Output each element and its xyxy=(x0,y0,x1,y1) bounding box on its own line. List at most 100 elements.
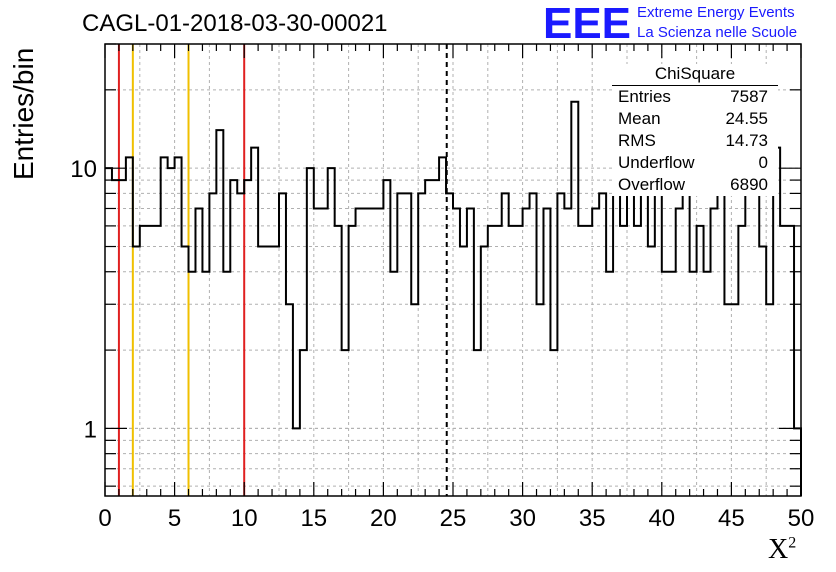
stats-row-overflow: Overflow 6890 xyxy=(612,174,778,196)
histogram-bin xyxy=(648,247,655,496)
histogram-bin xyxy=(175,157,182,496)
histogram-bin xyxy=(592,208,599,496)
histogram-bin xyxy=(585,226,592,496)
histogram-bin xyxy=(641,193,648,496)
histogram-bin xyxy=(613,168,620,496)
histogram-bin xyxy=(182,247,189,496)
histogram-bin xyxy=(140,226,147,496)
histogram-bin xyxy=(773,148,780,496)
histogram-bin xyxy=(376,208,383,496)
histogram-bin xyxy=(516,226,523,496)
x-tick-label: 25 xyxy=(440,505,467,532)
stats-value: 0 xyxy=(758,153,768,172)
x-tick-label: 0 xyxy=(98,505,111,532)
histogram-bin xyxy=(620,226,627,496)
histogram-bin xyxy=(474,350,481,496)
histogram-bin xyxy=(411,304,418,496)
logo-line1: Extreme Energy Events xyxy=(637,4,795,21)
histogram-bin xyxy=(676,208,683,496)
histogram-bin xyxy=(467,208,474,496)
histogram-bin xyxy=(286,304,293,496)
histogram-bin xyxy=(509,226,516,496)
x-tick-label: 30 xyxy=(509,505,536,532)
histogram-bin xyxy=(669,272,676,496)
stats-label: Entries xyxy=(618,87,671,106)
histogram-bin xyxy=(328,168,335,496)
histogram-bin xyxy=(550,350,557,496)
y-tick-label: 1 xyxy=(84,416,97,443)
logo-line2: La Scienza nelle Scuole xyxy=(637,24,798,41)
stats-label: RMS xyxy=(618,131,656,150)
stats-row-underflow: Underflow 0 xyxy=(612,152,778,174)
histogram-bin xyxy=(530,193,537,496)
histogram-bin xyxy=(321,208,328,496)
histogram-bin xyxy=(606,272,613,496)
histogram-bin xyxy=(154,226,161,496)
stats-value: 14.73 xyxy=(725,131,768,150)
histogram-bin xyxy=(112,180,119,496)
histogram-bin xyxy=(543,208,550,496)
histogram-bin xyxy=(342,350,349,496)
histogram-bin xyxy=(168,168,175,496)
x-tick-label: 20 xyxy=(370,505,397,532)
histogram-bin xyxy=(349,226,356,496)
histogram-bin xyxy=(731,304,738,496)
x-axis-label-text: X xyxy=(768,534,789,565)
histogram-bin xyxy=(724,304,731,496)
histogram-bin xyxy=(383,180,390,496)
x-tick-label: 10 xyxy=(231,505,258,532)
tick-labels: 0 5 10 15 20 25 30 35 40 45 50 1 10 xyxy=(70,156,814,532)
histogram-bin xyxy=(307,168,314,496)
y-tick-label: 10 xyxy=(70,156,97,183)
histogram-bin xyxy=(119,180,126,496)
stats-row-rms: RMS 14.73 xyxy=(612,130,778,152)
histogram-bin xyxy=(209,193,216,496)
histogram-bin xyxy=(293,428,300,496)
eee-logo-text: EEE xyxy=(543,2,631,42)
stats-value: 7587 xyxy=(730,87,768,106)
eee-logo: EEE xyxy=(543,2,631,42)
histogram-bin xyxy=(105,168,112,496)
histogram-bin xyxy=(717,180,724,496)
y-axis-label: Entries/bin xyxy=(8,47,39,180)
stats-row-entries: Entries 7587 xyxy=(612,86,778,108)
histogram-bin xyxy=(704,272,711,496)
histogram-bin xyxy=(147,226,154,496)
histogram-bin xyxy=(502,193,509,496)
histogram-bin xyxy=(258,247,265,496)
histogram-bin xyxy=(759,247,766,496)
histogram-bin xyxy=(335,226,342,496)
histogram-bin xyxy=(683,157,690,496)
histogram-bin xyxy=(230,180,237,496)
stats-value: 6890 xyxy=(730,175,768,194)
histogram-bin xyxy=(216,130,223,496)
x-axis-label-superscript: 2 xyxy=(788,534,797,552)
histogram-bin xyxy=(780,226,787,496)
histogram-bin xyxy=(446,193,453,496)
histogram-bin xyxy=(460,247,467,496)
histogram-bin xyxy=(752,193,759,496)
axes xyxy=(104,43,802,497)
histogram-bin xyxy=(251,148,258,496)
histogram-bin xyxy=(557,193,564,496)
histogram-bin xyxy=(432,180,439,496)
x-tick-label: 50 xyxy=(788,505,815,532)
stats-label: Mean xyxy=(618,109,661,128)
histogram-bin xyxy=(363,208,370,496)
histogram-bin xyxy=(745,193,752,496)
histogram-bin xyxy=(655,193,662,496)
stats-label: Overflow xyxy=(618,175,686,194)
histogram-bin xyxy=(634,226,641,496)
histogram-bin xyxy=(404,193,411,496)
histogram-bin xyxy=(711,208,718,496)
stats-row-mean: Mean 24.55 xyxy=(612,108,778,130)
histogram-bin xyxy=(202,272,209,496)
histogram-bin xyxy=(237,193,244,496)
histogram-bin xyxy=(223,272,230,496)
x-axis-label: X2 xyxy=(768,534,796,566)
stats-box: ChiSquare Entries 7587 Mean 24.55 RMS 14… xyxy=(612,64,778,196)
histogram-bin xyxy=(418,193,425,496)
histogram-bin xyxy=(126,157,133,496)
histogram-bin xyxy=(481,247,488,496)
